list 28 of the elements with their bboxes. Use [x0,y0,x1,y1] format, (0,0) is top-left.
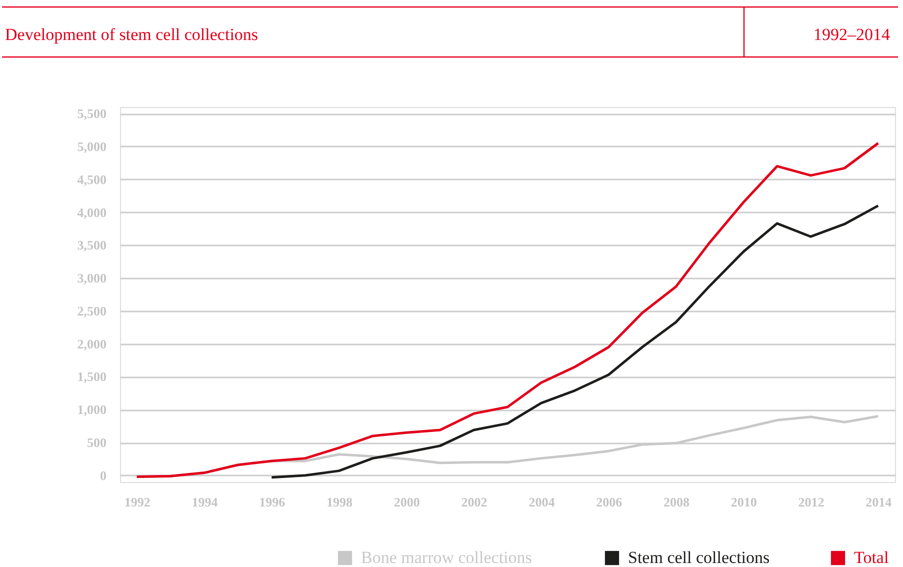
chart-subtitle: 1992–2014 [814,25,890,44]
y-tick-label: 3,500 [77,238,106,253]
x-tick-label: 1992 [124,494,150,510]
x-tick-label: 2004 [528,494,556,510]
x-tick-label: 1994 [192,494,218,510]
x-tick-label: 2002 [461,494,488,510]
x-tick-label: 2012 [798,494,824,510]
y-tick-label: 2,500 [77,303,106,318]
x-tick-label: 2000 [394,494,420,510]
y-tick-label: 4,500 [77,172,106,187]
y-tick-label: 5,000 [77,138,106,154]
y-tick-label: 1,000 [77,402,106,418]
y-tick-label: 4,000 [77,204,106,220]
y-tick-label: 500 [87,435,106,450]
y-tick-label: 3,000 [77,270,106,286]
chart-title: Development of stem cell collections [5,25,258,44]
x-tick-label: 2010 [730,494,757,510]
y-tick-label: 5,500 [77,106,106,122]
legend-label: Total [854,548,889,567]
y-tick-label: 0 [100,468,106,483]
x-tick-label: 1996 [259,494,286,510]
x-tick-label: 2014 [866,494,892,510]
legend-label: Stem cell collections [628,548,770,567]
x-tick-label: 2008 [663,494,690,510]
y-tick-label: 1,500 [77,369,106,384]
x-tick-label: 2006 [596,494,623,510]
x-tick-label: 1998 [326,494,354,510]
y-tick-label: 2,000 [77,336,106,352]
